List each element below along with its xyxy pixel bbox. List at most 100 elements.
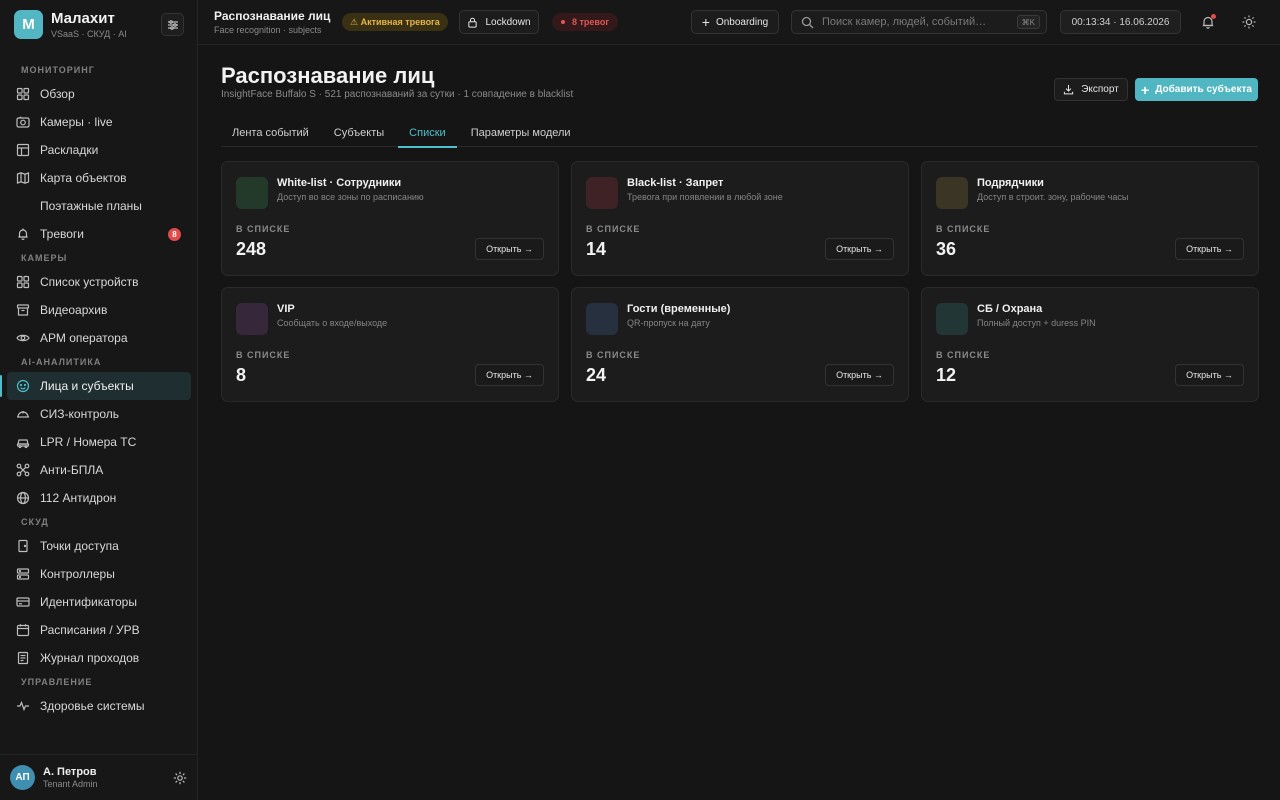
tab-model-settings[interactable]: Параметры модели xyxy=(470,127,571,139)
sidebar-item-faces-subjects[interactable]: Лица и субъекты xyxy=(0,372,191,400)
alarms-count-badge[interactable]: 8 тревог xyxy=(552,13,619,31)
list-count-label: В СПИСКЕ xyxy=(586,350,641,360)
list-description: Доступ во все зоны по расписанию xyxy=(277,192,424,202)
list-count-label: В СПИСКЕ xyxy=(936,350,991,360)
bell-icon xyxy=(18,228,28,240)
sidebar-item-label: АРМ оператора xyxy=(40,331,128,345)
list-count: 36 xyxy=(936,239,957,259)
lists-grid: White-list · Сотрудники Доступ во все зо… xyxy=(221,161,1259,402)
lockdown-button[interactable]: Lockdown xyxy=(459,10,539,34)
lockdown-label: Lockdown xyxy=(485,16,531,28)
tab-lists[interactable]: Списки xyxy=(398,119,457,148)
export-label: Экспорт xyxy=(1081,84,1119,95)
sidebar-item-anti-uav[interactable]: Анти-БПЛА xyxy=(0,456,191,484)
card-icon xyxy=(16,597,30,607)
sidebar-item-access-points[interactable]: Точки доступа xyxy=(0,532,191,560)
list-color-icon xyxy=(236,303,268,335)
sidebar-item-cameras-live[interactable]: Камеры · live xyxy=(0,108,191,136)
sidebar-toggle-button[interactable] xyxy=(161,13,184,36)
sidebar-item-label: Обзор xyxy=(40,87,75,101)
sidebar-item-ppe-control[interactable]: СИЗ-контроль xyxy=(0,400,191,428)
open-list-button[interactable]: Открыть → xyxy=(825,238,894,260)
export-button[interactable]: Экспорт xyxy=(1054,78,1128,101)
sidebar-item-label: Поэтажные планы xyxy=(40,199,142,213)
open-list-button[interactable]: Открыть → xyxy=(475,364,544,386)
list-count: 8 xyxy=(236,365,247,385)
search-box[interactable]: ⌘K xyxy=(791,10,1047,34)
sidebar-item-label: Лица и субъекты xyxy=(40,379,134,393)
sidebar-item-device-list[interactable]: Список устройств xyxy=(0,268,191,296)
notification-dot-icon xyxy=(1211,14,1216,19)
map-icon xyxy=(16,172,30,184)
tabs: Лента событий Субъекты Списки Параметры … xyxy=(221,119,1258,148)
eye-icon xyxy=(16,334,30,342)
sidebar-item-layouts[interactable]: Раскладки xyxy=(0,136,191,164)
open-list-button[interactable]: Открыть → xyxy=(475,238,544,260)
search-shortcut: ⌘K xyxy=(1016,15,1040,29)
notifications-button[interactable] xyxy=(1200,14,1216,30)
sidebar-item-operator-workstation[interactable]: АРМ оператора xyxy=(0,324,191,352)
open-list-button[interactable]: Открыть → xyxy=(825,364,894,386)
brand[interactable]: M Малахит VSaaS · СКУД · AI xyxy=(14,10,127,39)
car-icon xyxy=(16,439,30,449)
tab-subjects[interactable]: Субъекты xyxy=(333,127,385,139)
sidebar-item-system-health[interactable]: Здоровье системы xyxy=(0,692,191,720)
open-list-button[interactable]: Открыть → xyxy=(1175,238,1244,260)
layout-icon xyxy=(16,143,30,157)
user-name: А. Петров xyxy=(43,766,97,778)
face-icon xyxy=(16,379,30,393)
sidebar-item-alarms[interactable]: Тревоги 8 xyxy=(0,220,191,248)
topbar: Распознавание лиц Face recognition · sub… xyxy=(198,0,1280,45)
nav-section-access-control: СКУД xyxy=(21,517,49,527)
page-title: Распознавание лиц xyxy=(221,63,435,88)
sidebar-item-label: Анти-БПЛА xyxy=(40,463,104,477)
add-subject-label: Добавить субъекта xyxy=(1155,84,1252,95)
sidebar-item-lpr[interactable]: LPR / Номера ТС xyxy=(0,428,191,456)
sidebar-item-label: Карта объектов xyxy=(40,171,127,185)
list-description: Сообщать о входе/выходе xyxy=(277,318,388,328)
sidebar-item-video-archive[interactable]: Видеоархив xyxy=(0,296,191,324)
plus-icon: + xyxy=(701,14,710,30)
calendar-icon xyxy=(16,624,30,637)
sidebar-item-object-map[interactable]: Карта объектов xyxy=(0,164,191,192)
bell-icon xyxy=(1202,16,1214,29)
lock-icon xyxy=(468,17,478,28)
open-list-button[interactable]: Открыть → xyxy=(1175,364,1244,386)
list-count: 14 xyxy=(586,239,607,259)
sidebar-item-label: Список устройств xyxy=(40,275,139,289)
list-color-icon xyxy=(586,177,618,209)
clock: 00:13:34 · 16.06.2026 xyxy=(1060,10,1181,34)
list-color-icon xyxy=(236,177,268,209)
list-title: СБ / Охрана xyxy=(977,303,1043,315)
sidebar-item-label: Тревоги xyxy=(40,227,84,241)
list-title: VIP xyxy=(277,303,295,315)
onboarding-button[interactable]: + Onboarding xyxy=(691,10,779,34)
sidebar-item-floor-plans[interactable]: Поэтажные планы xyxy=(0,192,191,220)
theme-toggle-button[interactable] xyxy=(1241,14,1257,30)
list-color-icon xyxy=(586,303,618,335)
sidebar-item-schedules[interactable]: Расписания / УРВ xyxy=(0,616,191,644)
nav-section-ai-analytics: AI-АНАЛИТИКА xyxy=(21,357,102,367)
pulse-icon xyxy=(17,700,29,712)
list-card-contractors: Подрядчики Доступ в строит. зону, рабочи… xyxy=(921,161,1259,276)
active-alarm-badge[interactable]: ⚠ Активная тревога xyxy=(342,13,448,31)
sidebar-item-112-antidrone[interactable]: 112 Антидрон xyxy=(0,484,191,512)
sidebar-item-overview[interactable]: Обзор xyxy=(0,80,191,108)
list-count-label: В СПИСКЕ xyxy=(936,224,991,234)
tab-event-feed[interactable]: Лента событий xyxy=(232,127,309,139)
list-card-vip: VIP Сообщать о входе/выходе В СПИСКЕ 8 О… xyxy=(221,287,559,402)
list-card-whitelist: White-list · Сотрудники Доступ во все зо… xyxy=(221,161,559,276)
gear-icon[interactable] xyxy=(173,771,187,785)
list-card-security: СБ / Охрана Полный доступ + duress PIN В… xyxy=(921,287,1259,402)
sun-icon xyxy=(1242,15,1256,29)
sidebar-item-pass-log[interactable]: Журнал проходов xyxy=(0,644,191,672)
archive-icon xyxy=(16,304,30,316)
list-color-icon xyxy=(936,177,968,209)
helmet-icon xyxy=(17,411,29,418)
user-panel[interactable]: АП А. Петров Tenant Admin xyxy=(0,754,197,800)
sidebar-item-controllers[interactable]: Контроллеры xyxy=(0,560,191,588)
sidebar-item-identifiers[interactable]: Идентификаторы xyxy=(0,588,191,616)
add-subject-button[interactable]: + Добавить субъекта xyxy=(1135,78,1258,101)
controller-icon xyxy=(16,568,30,580)
search-input[interactable] xyxy=(822,16,1012,28)
